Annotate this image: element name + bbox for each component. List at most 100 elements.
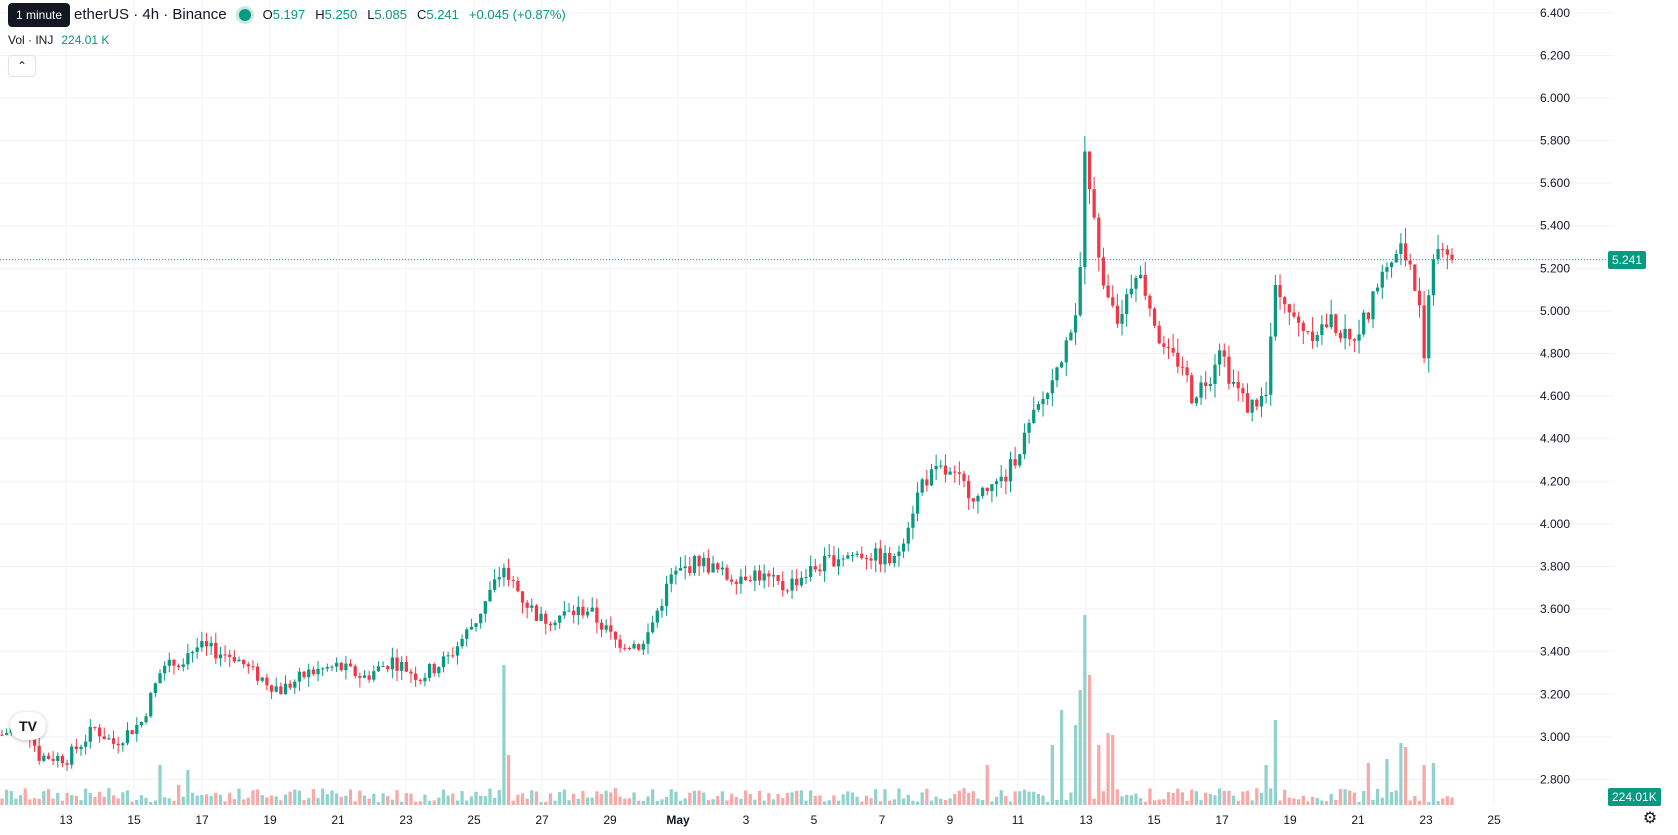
candle: [334, 657, 339, 672]
candle: [353, 663, 357, 679]
x-tick-label: 13: [1079, 813, 1093, 827]
volume-bar: [214, 792, 218, 805]
volume-bar: [483, 795, 487, 805]
collapse-legend-button[interactable]: ⌃: [8, 55, 36, 77]
volume-bar: [855, 796, 859, 805]
candle: [1357, 319, 1361, 354]
volume-bar: [1059, 710, 1064, 805]
volume-bar: [962, 788, 966, 805]
candle: [451, 647, 455, 659]
volume-bar: [1046, 801, 1050, 805]
candle: [1176, 338, 1180, 374]
candle: [688, 557, 692, 577]
time-axis[interactable]: 13 15 17 19 21 23 25 27 29 May 3 5 7 9 11 13 15 17 19 21 23 2…: [59, 813, 1501, 827]
candle: [1362, 309, 1366, 337]
volume-bar: [1366, 763, 1370, 805]
volume-legend[interactable]: Vol · INJ 224.01 K: [8, 33, 109, 47]
candle: [925, 469, 929, 492]
candle: [265, 673, 269, 691]
x-tick-label: 29: [603, 813, 617, 827]
volume-bar: [888, 800, 892, 805]
volume-bar: [32, 798, 37, 805]
volume-value: 224.01 K: [61, 33, 110, 47]
candle: [0, 729, 4, 736]
volume-bar: [1018, 791, 1022, 805]
candle: [1334, 313, 1338, 336]
volume-bar: [413, 801, 418, 805]
volume-bar: [1338, 788, 1343, 805]
volume-bar: [135, 799, 139, 805]
logo-text: TV: [19, 718, 37, 734]
volume-bar: [1171, 792, 1175, 805]
volume-bar: [878, 801, 882, 805]
candle: [548, 621, 553, 632]
volume-bar: [511, 800, 515, 805]
candle: [311, 666, 316, 676]
volume-bar: [660, 799, 664, 805]
candle: [892, 553, 896, 568]
y-tick-label: 3.600: [1540, 602, 1570, 616]
candle: [413, 666, 418, 688]
tradingview-logo[interactable]: TV: [10, 712, 46, 740]
candle: [553, 619, 557, 631]
candle: [93, 726, 97, 731]
candle: [841, 555, 845, 567]
y-tick-label: 4.800: [1540, 347, 1570, 361]
candle: [1436, 234, 1440, 265]
volume-bar: [818, 795, 822, 805]
candle: [390, 647, 395, 679]
candle: [121, 741, 125, 752]
volume-bar: [1362, 791, 1366, 805]
volume-bar: [404, 793, 408, 805]
volume-bar: [641, 800, 645, 805]
candle: [153, 682, 157, 697]
volume-bar: [46, 789, 51, 805]
candle: [427, 663, 432, 682]
candle: [246, 661, 250, 674]
candle: [874, 542, 878, 572]
candle: [176, 663, 181, 671]
candle: [544, 610, 548, 635]
candle: [269, 684, 274, 699]
candle: [125, 722, 130, 746]
candle: [302, 670, 306, 680]
candle: [1227, 345, 1231, 390]
price-axis[interactable]: 6.400 6.200 6.000 5.800 5.600 5.400 5.200 5.000…: [1540, 6, 1570, 787]
candle: [102, 727, 106, 740]
volume-bar: [1445, 796, 1449, 805]
candle: [1310, 317, 1315, 349]
volume-bar: [1385, 759, 1389, 805]
volume-bar: [367, 798, 371, 805]
volume-bar: [1073, 725, 1078, 805]
volume-bar: [516, 794, 520, 805]
candle: [702, 552, 706, 573]
chart-grid: [0, 0, 1614, 805]
candle: [1380, 264, 1384, 300]
candle: [734, 579, 738, 595]
volume-bar: [372, 793, 376, 805]
candle: [1036, 401, 1041, 412]
candle: [65, 759, 69, 771]
last-volume-badge: 224.01K: [1608, 788, 1661, 806]
symbol-title[interactable]: etherUS · 4h · Binance: [74, 6, 227, 23]
ohlc-close: C5.241: [416, 7, 459, 22]
candle: [1427, 289, 1431, 373]
candle: [1171, 333, 1175, 357]
candle: [1087, 151, 1092, 204]
x-tick-label: May: [666, 813, 690, 827]
candle: [228, 649, 232, 668]
candle: [572, 605, 576, 624]
volume-bar: [237, 788, 241, 805]
interval-tooltip: 1 minute: [8, 3, 71, 27]
volume-bar: [9, 791, 13, 805]
candle: [139, 721, 144, 728]
candle: [1120, 299, 1124, 336]
volume-bar: [139, 795, 144, 805]
market-status-icon[interactable]: [238, 8, 251, 21]
volume-bar: [325, 794, 329, 805]
volume-bar: [232, 799, 236, 805]
gear-icon[interactable]: ⚙: [1642, 810, 1658, 827]
volume-bar: [1259, 792, 1264, 805]
volume-bar: [976, 798, 980, 805]
